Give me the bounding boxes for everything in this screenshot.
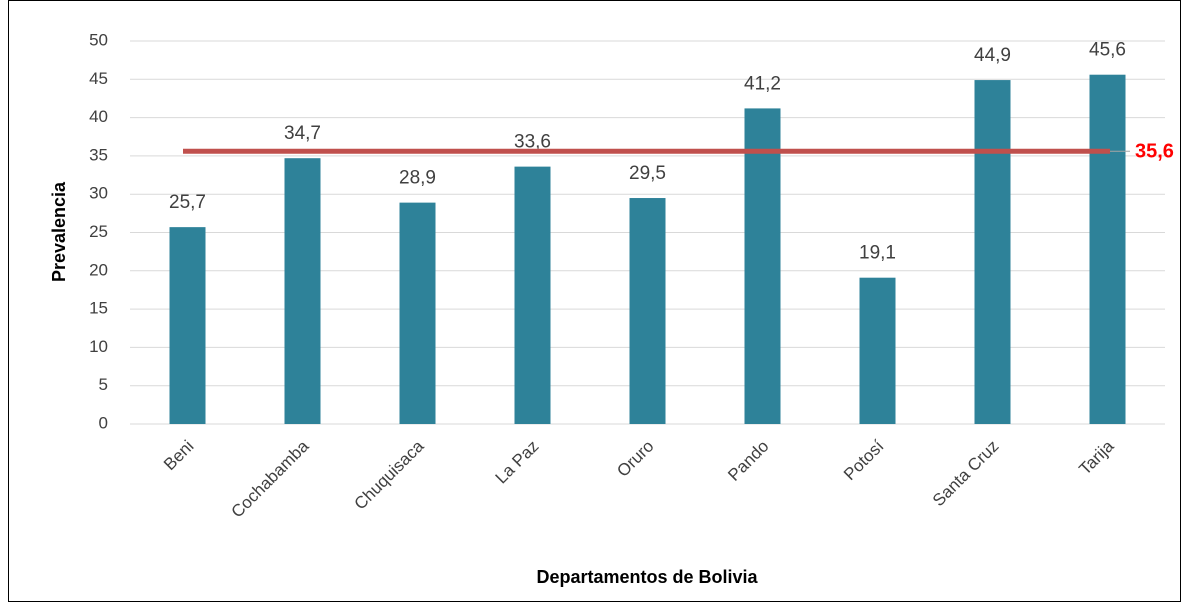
bar [514,166,551,424]
x-tick-label: Beni [160,437,197,474]
bar [399,202,436,424]
y-tick-label: 30 [89,184,108,203]
y-tick-label: 10 [89,337,108,356]
x-axis-title: Departamentos de Bolivia [536,567,758,587]
bar [744,108,781,425]
x-tick-label: Tarija [1075,436,1118,479]
y-axis-title: Prevalencia [49,181,69,282]
value-label: 19,1 [859,243,896,264]
y-tick-label: 5 [99,375,108,394]
bar [1089,74,1126,424]
y-tick-label: 15 [89,299,108,318]
value-label: 41,2 [744,73,781,94]
y-tick-label: 20 [89,260,108,279]
value-label: 29,5 [629,163,666,184]
value-label: 34,7 [284,123,321,144]
value-label: 33,6 [514,132,551,153]
x-tick-label: Chuquisaca [351,436,428,513]
y-tick-label: 25 [89,222,108,241]
y-tick-label: 35 [89,145,108,164]
x-tick-label: Oruro [613,437,657,481]
x-tick-label: La Paz [492,437,543,488]
y-tick-label: 40 [89,107,108,126]
y-tick-label: 45 [89,69,108,88]
bar [974,80,1011,424]
y-tick-label: 50 [89,30,108,49]
x-tick-label: Pando [724,437,772,485]
reference-label: 35,6 [1135,141,1174,163]
y-tick-label: 0 [99,413,108,432]
value-label: 25,7 [169,192,206,213]
x-tick-label: Santa Cruz [929,437,1003,511]
bar [859,277,896,424]
value-label: 44,9 [974,45,1011,66]
x-tick-label: Cochabamba [228,436,313,521]
bar [629,198,666,424]
value-label: 45,6 [1089,40,1126,61]
value-label: 28,9 [399,168,436,189]
bar [169,227,206,424]
x-tick-label: Potosí [840,436,888,484]
bar [284,158,321,424]
